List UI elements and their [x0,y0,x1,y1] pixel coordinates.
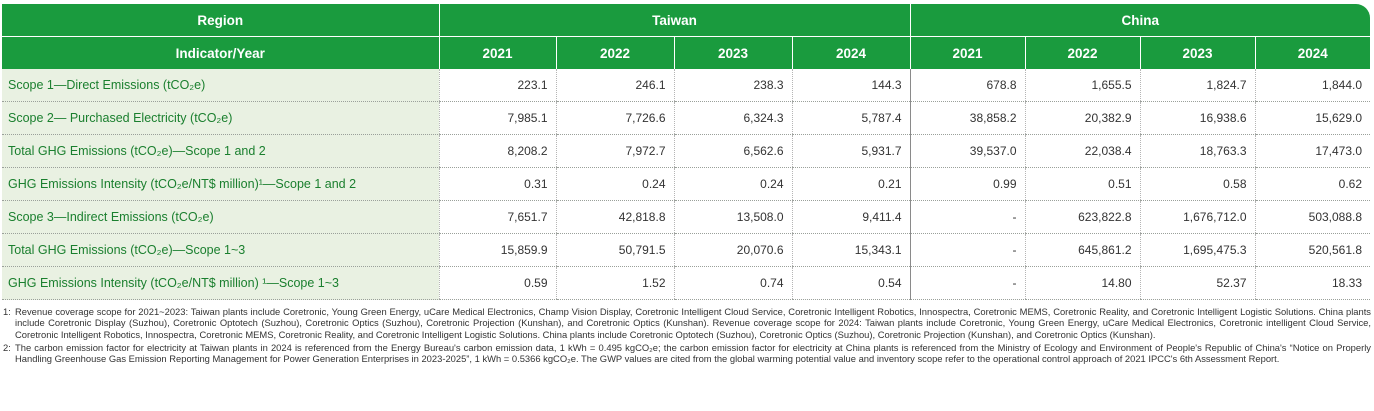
table-cell: 0.59 [438,266,556,300]
table-cell: 15,859.9 [438,233,556,267]
table-cell: 0.58 [1139,167,1256,201]
table-cell: 1,844.0 [1254,69,1371,102]
table-cell: 42,818.8 [555,200,674,234]
header-row-years: Indicator/Year 2021 2022 2023 2024 2021 … [2,36,1371,69]
table-cell: 7,726.6 [555,101,674,135]
table-cell: 503,088.8 [1254,200,1371,234]
year-header: 2021 [438,36,556,69]
region-header: Region [2,4,440,37]
region-china: China [910,4,1371,37]
table-cell: 17,473.0 [1254,134,1371,168]
region-taiwan: Taiwan [439,4,911,37]
year-header: 2024 [1254,36,1371,69]
table-cell: 678.8 [909,69,1026,102]
table-cell: 0.54 [791,266,911,300]
table-cell: 20,382.9 [1024,101,1141,135]
table-cell: 1.52 [555,266,674,300]
table-cell: 1,655.5 [1024,69,1141,102]
table-cell: 5,787.4 [791,101,911,135]
table-cell: 8,208.2 [438,134,556,168]
footnote-marker: 1: [3,306,11,317]
table-cell: 246.1 [555,69,674,102]
table-cell: 5,931.7 [791,134,911,168]
table-cell: 7,651.7 [438,200,556,234]
indicator-label: Scope 2— Purchased Electricity (tCO₂e) [2,101,439,135]
table-cell: - [909,200,1026,234]
table-cell: 1,695,475.3 [1139,233,1256,267]
table-cell: 144.3 [791,69,911,102]
table-cell: 20,070.6 [673,233,792,267]
indicator-label: GHG Emissions Intensity (tCO₂e/NT$ milli… [2,266,439,300]
year-header: 2021 [909,36,1026,69]
table-row: Scope 3—Indirect Emissions (tCO₂e) 7,651… [2,200,1371,234]
indicator-label: Total GHG Emissions (tCO₂e)—Scope 1~3 [2,233,439,267]
table-cell: - [909,233,1026,267]
footnote-text: Revenue coverage scope for 2021~2023: Ta… [15,306,1371,340]
table-row: Scope 2— Purchased Electricity (tCO₂e) 7… [2,101,1371,135]
table-cell: 6,562.6 [673,134,792,168]
table-cell: 623,822.8 [1024,200,1141,234]
indicator-label: Total GHG Emissions (tCO₂e)—Scope 1 and … [2,134,439,168]
table-cell: 0.99 [909,167,1026,201]
table-cell: 1,676,712.0 [1139,200,1256,234]
table-cell: 50,791.5 [555,233,674,267]
ghg-emissions-table: Region Taiwan China Indicator/Year 2021 … [2,4,1371,300]
indicator-label: GHG Emissions Intensity (tCO₂e/NT$ milli… [2,167,439,201]
year-header: 2023 [673,36,792,69]
table-cell: 0.62 [1254,167,1371,201]
table-row: GHG Emissions Intensity (tCO₂e/NT$ milli… [2,167,1371,201]
table-cell: 7,985.1 [438,101,556,135]
table-cell: 18,763.3 [1139,134,1256,168]
year-header: 2022 [1024,36,1141,69]
table-cell: 16,938.6 [1139,101,1256,135]
table-cell: 1,824.7 [1139,69,1256,102]
table-cell: 238.3 [673,69,792,102]
table-row: Scope 1—Direct Emissions (tCO₂e) 223.1 2… [2,69,1371,102]
table-cell: 0.51 [1024,167,1141,201]
table-cell: 13,508.0 [673,200,792,234]
indicator-year-header: Indicator/Year [2,36,439,69]
table-cell: 0.74 [673,266,792,300]
table-cell: 223.1 [438,69,556,102]
footnote-text: The carbon emission factor for electrici… [15,341,1371,365]
table-cell: 9,411.4 [791,200,911,234]
table-cell: 18.33 [1254,266,1371,300]
footnote: 1: Revenue coverage scope for 2021~2023:… [3,306,1371,340]
table-cell: 52.37 [1139,266,1256,300]
footnote-marker: 2: [3,341,11,353]
footnote: 2: The carbon emission factor for electr… [3,342,1371,365]
table-cell: - [909,266,1026,300]
table-cell: 520,561.8 [1254,233,1371,267]
table-cell: 39,537.0 [909,134,1026,168]
header-row-region: Region Taiwan China [2,4,1371,37]
indicator-label: Scope 3—Indirect Emissions (tCO₂e) [2,200,439,234]
table-row: Total GHG Emissions (tCO₂e)—Scope 1~3 15… [2,233,1371,267]
table-cell: 22,038.4 [1024,134,1141,168]
table-cell: 0.21 [791,167,911,201]
year-header: 2023 [1139,36,1256,69]
year-header: 2024 [791,36,911,69]
indicator-label: Scope 1—Direct Emissions (tCO₂e) [2,69,439,102]
table-cell: 38,858.2 [909,101,1026,135]
table-cell: 0.31 [438,167,556,201]
table-row: GHG Emissions Intensity (tCO₂e/NT$ milli… [2,266,1371,300]
table-cell: 0.24 [555,167,674,201]
table-cell: 645,861.2 [1024,233,1141,267]
table-cell: 0.24 [673,167,792,201]
table-row: Total GHG Emissions (tCO₂e)—Scope 1 and … [2,134,1371,168]
table-cell: 6,324.3 [673,101,792,135]
table-cell: 7,972.7 [555,134,674,168]
table-cell: 15,343.1 [791,233,911,267]
table-cell: 14.80 [1024,266,1141,300]
year-header: 2022 [555,36,674,69]
table-cell: 15,629.0 [1254,101,1371,135]
footnotes: 1: Revenue coverage scope for 2021~2023:… [3,306,1371,366]
